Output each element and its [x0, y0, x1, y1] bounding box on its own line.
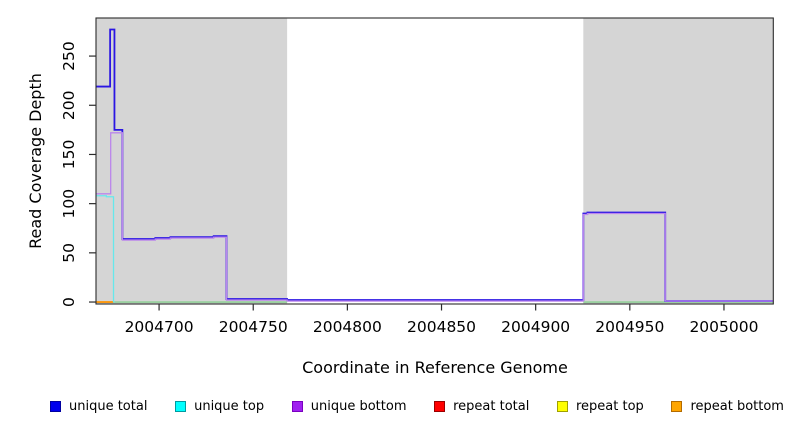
y-tick-label: 250 — [60, 41, 78, 71]
masked-left-region — [96, 18, 288, 304]
legend-swatch-repeat-total-icon — [434, 400, 446, 412]
legend-item-unique-bottom: unique bottom — [291, 398, 407, 414]
legend-swatch-unique-top-icon — [175, 400, 187, 412]
legend-item-repeat-total: repeat total — [434, 400, 529, 413]
series-line-unique-top — [96, 195, 115, 303]
y-tick-label: 150 — [60, 140, 78, 170]
x-axis-title: Coordinate in Reference Genome — [302, 358, 568, 377]
legend-item-unique-total: unique total — [50, 400, 147, 413]
legend-item-repeat-bottom: repeat bottom — [671, 400, 784, 413]
legend-item-unique-top: unique top — [175, 400, 264, 413]
masked-right-region — [583, 18, 774, 304]
x-tick-label: 2004800 — [313, 318, 382, 336]
legend-swatch-repeat-bottom-icon — [671, 400, 683, 412]
series-line-unique-bottom — [96, 132, 774, 302]
legend-item-label: repeat total — [453, 398, 530, 414]
legend-swatch-repeat-top-icon — [557, 400, 568, 412]
x-tick-label: 2005000 — [689, 318, 758, 336]
y-tick-label: 50 — [60, 243, 78, 263]
legend-item-label: unique total — [69, 398, 148, 414]
x-tick-label: 2004950 — [595, 318, 664, 336]
y-tick-label: 200 — [60, 90, 78, 120]
x-tick-label: 2004750 — [219, 318, 288, 336]
y-axis-title: Read Coverage Depth — [26, 73, 45, 249]
x-tick-label: 2004700 — [125, 318, 194, 336]
legend-item-label: repeat top — [576, 398, 644, 414]
x-tick-label: 2004900 — [501, 318, 570, 336]
plot-box — [95, 17, 774, 305]
legend-item-label: unique bottom — [310, 398, 407, 414]
coverage-plot: 2004700 2004750 2004800 2004850 2004900 20049… — [60, 17, 774, 336]
y-tick-label: 0 — [60, 297, 78, 307]
legend-item-repeat-top: repeat top — [557, 400, 644, 413]
legend-item-label: repeat bottom — [690, 398, 784, 414]
y-tick-label: 100 — [60, 189, 78, 219]
legend-swatch-unique-bottom-icon — [291, 400, 303, 412]
legend-swatch-unique-total-icon — [50, 400, 61, 412]
legend: unique total unique top unique bottom repea… — [50, 396, 784, 416]
x-tick-label: 2004850 — [407, 318, 476, 336]
legend-item-label: unique top — [194, 398, 265, 414]
